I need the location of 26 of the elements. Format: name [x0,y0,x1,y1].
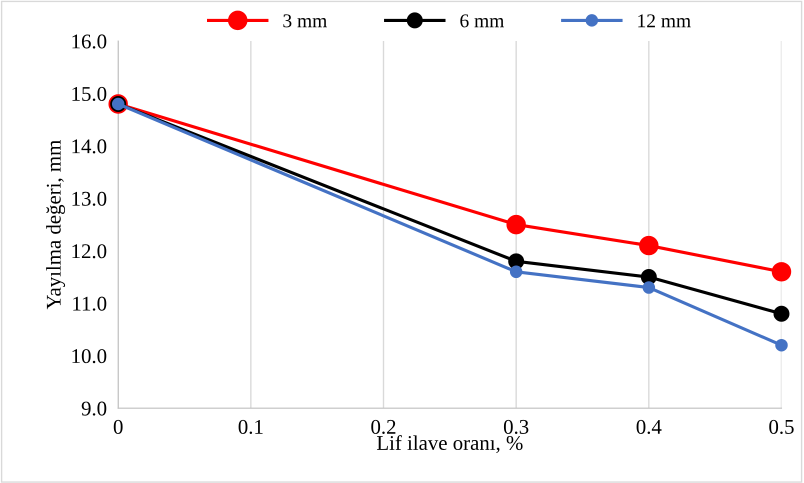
y-tick-label: 9.0 [82,402,106,416]
x-tick-label: 0.5 [769,420,794,434]
x-tick-label: 0 [114,420,123,434]
y-tick-label: 12.0 [72,244,106,258]
y-tick-label: 11.0 [73,296,106,311]
x-tick-label: 0.1 [238,420,263,434]
y-tick-label: 16.0 [72,34,106,49]
y-tick-label: 14.0 [72,139,106,154]
point [642,281,656,294]
point [774,306,790,322]
y-tick-label: 13.0 [72,192,106,206]
point [506,214,526,234]
y-tick-label: 15.0 [72,86,106,102]
x-tick-label: 0.3 [504,420,528,434]
legend-label: 6 mm [460,14,504,28]
y-tick-label: 10.0 [72,349,106,364]
x-axis-title: Lif ilave oranı, % [376,435,523,454]
point [772,262,792,282]
point [775,338,788,352]
legend-label: 3 mm [283,14,327,28]
x-tick-label: 0.4 [636,420,662,434]
point [639,236,659,256]
legend-label: 12 mm [638,14,691,28]
point [510,266,522,278]
x-tick-label: 0.2 [371,420,396,434]
y-axis-title: Yayılma değeri, mm [46,140,66,310]
